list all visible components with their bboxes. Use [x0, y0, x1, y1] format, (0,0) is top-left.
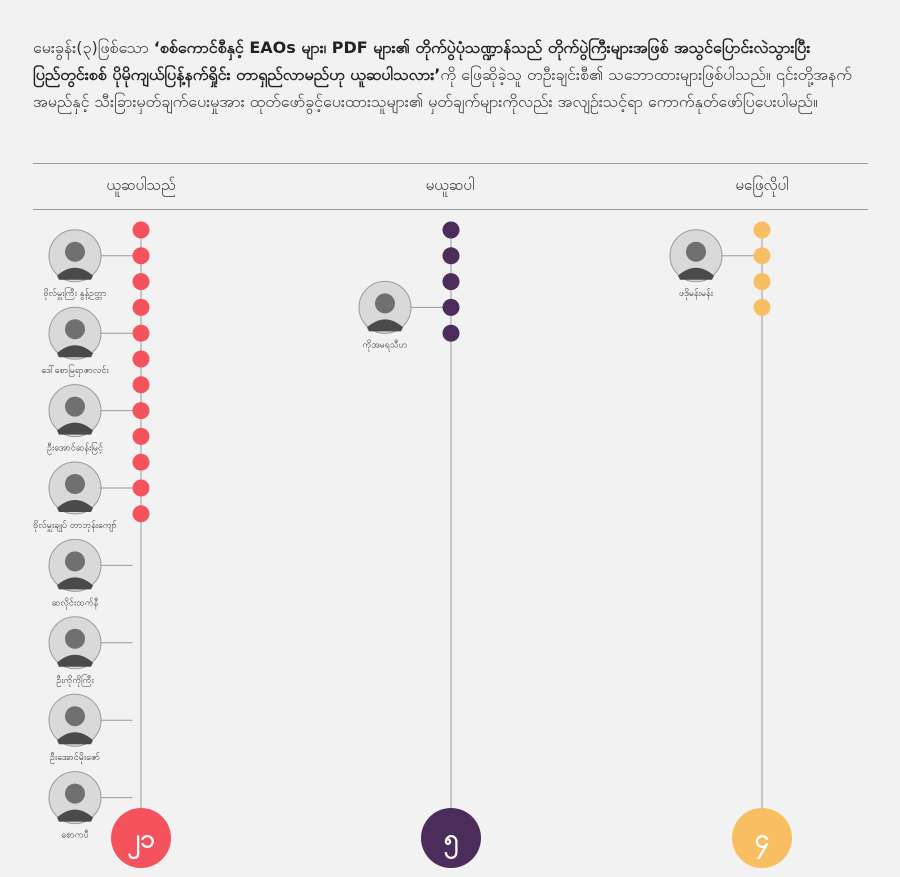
respondent-dot [753, 273, 771, 291]
avatar-body-icon [678, 267, 714, 280]
respondent-dot [442, 273, 460, 291]
column-header-no-answer: မဖြေလိုပါ [735, 176, 789, 194]
avatar-head-icon [65, 241, 85, 262]
person-avatar [48, 771, 102, 825]
total-value-label: ၄ [755, 824, 770, 860]
person-name: ကိုအမရသီဟ [363, 339, 408, 351]
respondent-dot [442, 221, 460, 239]
total-circle [732, 808, 792, 868]
avatar-head-icon [686, 241, 706, 262]
person-name: ဆလိုင်းထက်နီ [52, 597, 99, 609]
avatar-head-icon [65, 474, 85, 494]
avatar-body-icon [57, 809, 93, 822]
person-avatar [358, 280, 412, 334]
avatar-head-icon [65, 551, 85, 572]
respondent-dot [132, 427, 150, 445]
respondent-dot [132, 247, 150, 265]
respondent-dot [132, 273, 150, 291]
person-avatar [48, 306, 102, 360]
respondent-dot [753, 221, 771, 239]
total-value-label: ၅ [444, 824, 459, 860]
person-avatar [48, 384, 102, 438]
avatar-head-icon [65, 706, 85, 727]
respondent-dot [753, 247, 771, 265]
person-name: ဗိုလ်မှူးချုပ် တာဘုန်းကျော် [33, 520, 117, 532]
person-avatar [48, 616, 102, 670]
intro-after: ကို ဖြေဆိုခဲ့သူ တဦးချင်းစီ၏ သဘောထားများဖ… [33, 65, 852, 111]
column-header-agree: ယူဆပါသည် [106, 176, 176, 194]
person-name: ဒေါ်စောမြရာဇာလင်း [41, 364, 109, 377]
respondent-dot [132, 376, 150, 394]
header-top-rule [33, 163, 868, 164]
respondent-dot [132, 221, 150, 239]
person-name: ဦးအောင်ဆန်းမြင့် [47, 442, 104, 455]
person-avatar [48, 461, 102, 515]
respondent-dot [132, 402, 150, 420]
respondent-dot [132, 324, 150, 342]
intro-before: မေးခွန်း(၃)ဖြစ်သော [33, 38, 154, 57]
avatar-body-icon [57, 577, 93, 590]
avatar-body-icon [57, 732, 93, 745]
avatar-head-icon [65, 319, 85, 340]
avatar-head-icon [65, 628, 85, 649]
person-avatar [48, 693, 102, 747]
avatar-body-icon [57, 500, 93, 512]
respondent-dot [442, 324, 460, 342]
avatar-body-icon [57, 267, 93, 280]
person-name: ဦးကိုကိုကြီး [56, 674, 94, 687]
person-avatar [669, 229, 723, 283]
person-avatar [48, 229, 102, 283]
person-avatar [48, 538, 102, 592]
avatar-body-icon [57, 345, 93, 358]
respondent-dot [132, 350, 150, 368]
person-name: ဦးအောင်မိုးဇော် [50, 752, 101, 764]
respondent-dot [442, 247, 460, 265]
person-name: စောကပီ [61, 830, 89, 841]
avatar-head-icon [65, 396, 85, 417]
avatar-body-icon [57, 422, 93, 435]
avatar-head-icon [65, 783, 85, 804]
total-circle [111, 808, 171, 868]
intro-question: ‘စစ်ကောင်စီနှင့် EAOs များ၊ PDF များ၏ တိ… [33, 38, 811, 84]
respondent-dot [132, 298, 150, 316]
respondent-dot [132, 505, 150, 523]
column-header-disagree: မယူဆပါ [425, 176, 475, 194]
avatar-body-icon [367, 319, 403, 332]
intro-paragraph: မေးခွန်း(၃)ဖြစ်သော ‘စစ်ကောင်စီနှင့် EAOs… [33, 34, 873, 115]
respondent-dot [442, 298, 460, 316]
respondent-dot [132, 479, 150, 497]
avatar-body-icon [57, 654, 93, 667]
person-name: ဗိုလ်မှူးကြီး နွန့်ဥတ္တာ [43, 287, 106, 300]
respondent-dot [753, 298, 771, 316]
avatar-head-icon [375, 293, 395, 314]
person-name: ဖဒိုမန်းမန်း [679, 288, 714, 300]
total-circle [421, 808, 481, 868]
respondent-dot [132, 453, 150, 471]
header-bottom-rule [33, 209, 868, 210]
